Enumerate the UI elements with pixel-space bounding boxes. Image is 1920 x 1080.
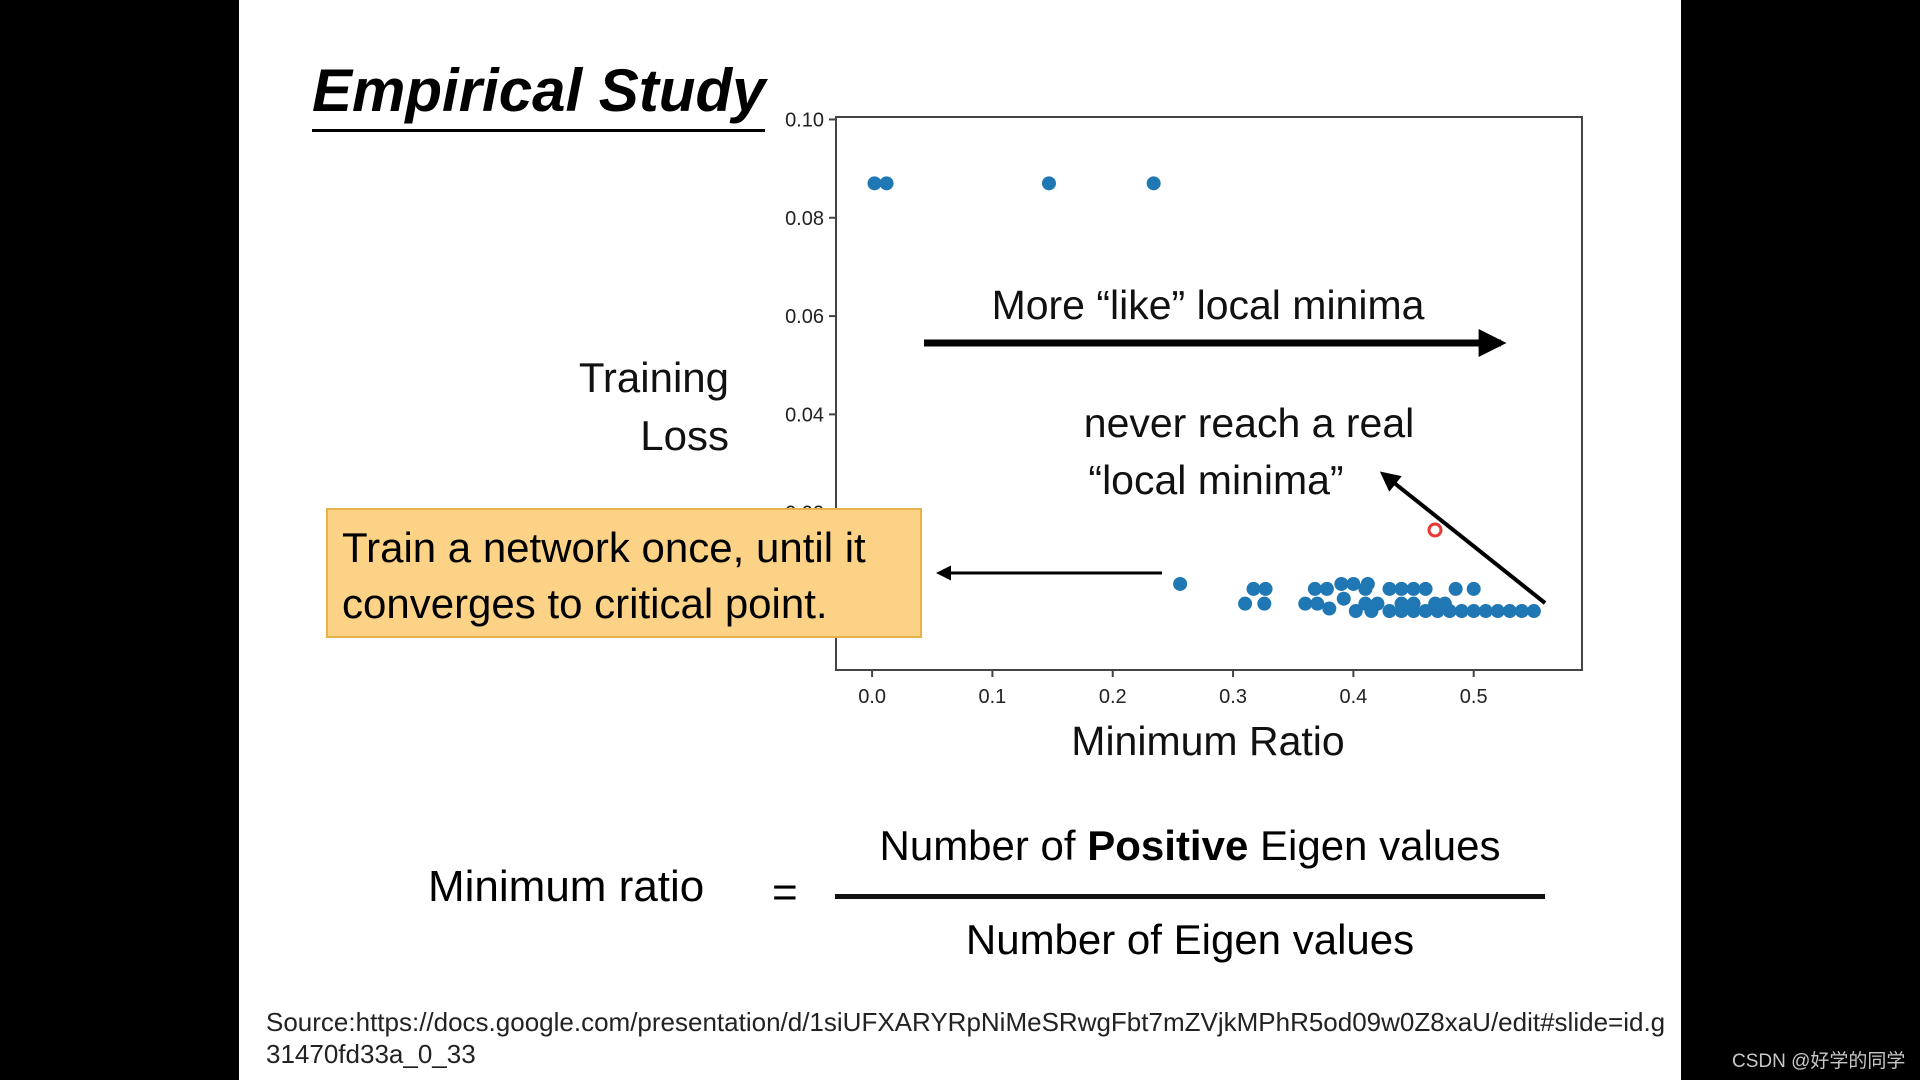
y-tick-label: 0.08 (785, 208, 824, 230)
scatter-point (1322, 601, 1337, 616)
callout-line-2: converges to critical point. (342, 580, 828, 627)
formula-numerator: Number of Positive Eigen values (835, 822, 1545, 870)
scatter-point (1418, 581, 1433, 596)
scatter-point (1382, 581, 1397, 596)
scatter-point (1346, 576, 1361, 591)
scatter-point (1394, 604, 1409, 619)
scatter-point (1173, 576, 1188, 591)
formula-equals: = (772, 868, 798, 917)
scatter-point (1364, 604, 1379, 619)
scatter-point (1502, 604, 1517, 619)
y-axis-label-line-1: Training (578, 354, 729, 401)
annotation-more-like-local-minima: More “like” local minima (992, 282, 1425, 328)
scatter-point (1490, 604, 1505, 619)
scatter-point (1334, 576, 1349, 591)
scatter-point (1394, 581, 1409, 596)
scatter-point (1478, 604, 1493, 619)
source-link[interactable]: Source:https://docs.google.com/presentat… (266, 1007, 1666, 1069)
scatter-point (1382, 604, 1397, 619)
y-tick-label: 0.04 (785, 404, 824, 426)
scatter-point (1418, 604, 1433, 619)
numerator-prefix: Number of (879, 822, 1088, 869)
formula-denominator: Number of Eigen values (965, 916, 1415, 963)
scatter-point (1336, 591, 1351, 606)
x-tick-label: 0.4 (1339, 686, 1367, 708)
scatter-point (1310, 596, 1325, 611)
x-tick-label: 0.1 (979, 686, 1007, 708)
scatter-point (1514, 604, 1529, 619)
scatter-point (1348, 604, 1363, 619)
scatter-point (1454, 604, 1469, 619)
x-tick-label: 0.2 (1099, 686, 1127, 708)
scatter-point (1246, 581, 1261, 596)
scatter-point (1257, 596, 1272, 611)
y-tick-label: 0.10 (785, 109, 824, 131)
numerator-suffix: Eigen values (1248, 822, 1501, 869)
csdn-watermark: CSDN @好学的同学 (1732, 1051, 1906, 1072)
scatter-point (1041, 176, 1056, 191)
mouse-cursor-indicator (1427, 522, 1443, 538)
fraction-bar (835, 894, 1545, 899)
diagonal-arrow (1379, 471, 1547, 605)
scatter-point (1307, 581, 1322, 596)
x-tick-label: 0.3 (1219, 686, 1247, 708)
scatter-point (1437, 596, 1452, 611)
scatter-point (1466, 604, 1481, 619)
scatter-point (879, 176, 894, 191)
callout-box: Train a network once, until it converges… (326, 508, 922, 638)
scatter-point (1238, 596, 1253, 611)
scatter-point (1319, 581, 1334, 596)
scatter-point (1358, 581, 1373, 596)
plot-frame (835, 116, 1583, 671)
scatter-point (1526, 604, 1541, 619)
scatter-point (1466, 581, 1481, 596)
scatter-chart: 0.00.10.20.30.40.50.020.040.060.080.10 M… (785, 109, 1583, 764)
y-axis-label-line-2: Loss (640, 412, 729, 459)
y-tick-label: 0.06 (785, 306, 824, 328)
x-axis-label: Minimum Ratio (1071, 718, 1344, 764)
callout-line-1: Train a network once, until it (342, 524, 866, 571)
annotation-never-reach-line-1: never reach a real (1084, 400, 1414, 446)
x-tick-label: 0.5 (1460, 686, 1488, 708)
scatter-point (1406, 581, 1421, 596)
scatter-point (867, 176, 882, 191)
formula-lhs: Minimum ratio (428, 862, 705, 911)
scatter-point (1146, 176, 1161, 191)
scatter-point (1406, 604, 1421, 619)
numerator-bold: Positive (1087, 822, 1249, 869)
x-tick-label: 0.0 (858, 686, 886, 708)
scatter-point (1428, 596, 1443, 611)
annotation-never-reach-line-2: “local minima” (1088, 457, 1343, 503)
scatter-point (1298, 596, 1313, 611)
slide: Empirical Study Training Loss 0.0 0.1 0.2 0… (239, 0, 1681, 1080)
scatter-point (1448, 581, 1463, 596)
scatter-point (1258, 581, 1273, 596)
slide-title: Empirical Study (312, 55, 766, 132)
